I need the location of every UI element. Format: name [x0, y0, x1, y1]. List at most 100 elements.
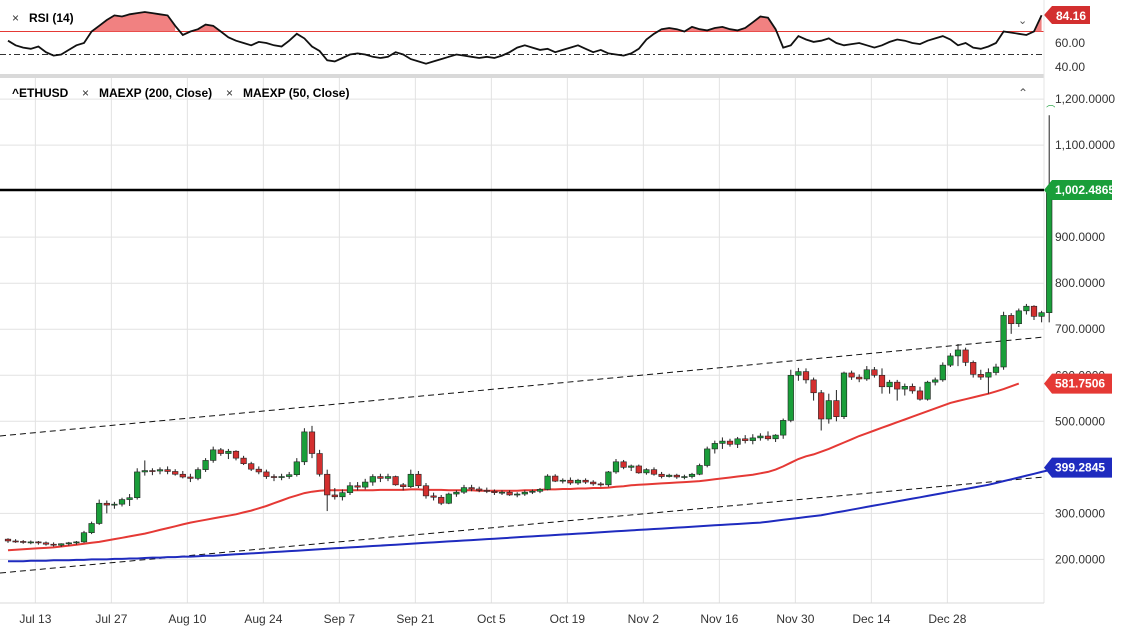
candle[interactable]: [719, 437, 726, 449]
candle[interactable]: [498, 490, 506, 495]
candle[interactable]: [415, 471, 422, 489]
candle[interactable]: [134, 468, 141, 500]
candle[interactable]: [810, 377, 817, 401]
candle[interactable]: [992, 363, 1000, 376]
candle[interactable]: [156, 467, 164, 475]
candle[interactable]: [552, 474, 559, 483]
candle[interactable]: [704, 446, 711, 468]
rsi-line[interactable]: [7, 11, 1043, 65]
candle[interactable]: [339, 489, 346, 501]
candle[interactable]: [749, 434, 756, 445]
candle[interactable]: [240, 455, 247, 466]
candle[interactable]: [468, 484, 475, 492]
candle[interactable]: [818, 390, 825, 431]
candle[interactable]: [346, 482, 354, 495]
candle[interactable]: [316, 449, 323, 477]
legend-ema50-remove-icon[interactable]: ×: [226, 86, 233, 100]
candle[interactable]: [96, 499, 103, 525]
candle[interactable]: [149, 468, 156, 476]
candle[interactable]: [453, 490, 460, 497]
candle[interactable]: [574, 478, 582, 485]
candle[interactable]: [848, 370, 855, 380]
candle[interactable]: [400, 482, 407, 491]
candle[interactable]: [681, 474, 688, 480]
candle[interactable]: [225, 448, 232, 460]
candle[interactable]: [840, 371, 848, 420]
candle[interactable]: [894, 379, 901, 401]
candle[interactable]: [529, 489, 536, 495]
candle[interactable]: [141, 460, 148, 476]
rsi-collapse-icon[interactable]: ⌄: [1018, 15, 1027, 27]
candle[interactable]: [187, 473, 194, 483]
candle[interactable]: [80, 530, 88, 543]
rsi-remove-icon[interactable]: ×: [12, 11, 19, 25]
candle[interactable]: [628, 464, 635, 472]
candle[interactable]: [4, 538, 12, 543]
trend-channel-line[interactable]: [0, 336, 1045, 437]
candle[interactable]: [590, 480, 597, 486]
candle[interactable]: [179, 471, 186, 479]
candle[interactable]: [780, 418, 787, 439]
candle[interactable]: [947, 353, 954, 367]
candle[interactable]: [438, 494, 445, 506]
candle[interactable]: [407, 469, 414, 489]
main-collapse-icon[interactable]: ⌃: [1018, 86, 1028, 100]
candle[interactable]: [742, 435, 749, 444]
candle[interactable]: [430, 492, 437, 501]
candle[interactable]: [255, 466, 262, 475]
candle[interactable]: [362, 478, 369, 490]
candle[interactable]: [916, 386, 924, 401]
candle[interactable]: [293, 458, 300, 477]
candle[interactable]: [65, 541, 72, 546]
candle[interactable]: [650, 467, 658, 476]
candle[interactable]: [445, 492, 452, 505]
candle[interactable]: [962, 347, 969, 367]
candle[interactable]: [202, 458, 209, 472]
candle[interactable]: [1023, 303, 1030, 315]
rsi-panel[interactable]: × RSI (14) ⌄ 60.00 40.00 84.16: [0, 0, 1090, 78]
candle[interactable]: [384, 473, 392, 482]
candle[interactable]: [301, 428, 308, 466]
ema50-line[interactable]: [7, 382, 1020, 552]
candle[interactable]: [210, 446, 217, 463]
candle[interactable]: [1000, 311, 1007, 370]
candle[interactable]: [232, 450, 240, 461]
candle[interactable]: [582, 478, 589, 484]
candle[interactable]: [833, 390, 840, 422]
candle[interactable]: [559, 478, 566, 484]
candle[interactable]: [50, 542, 57, 547]
candle[interactable]: [164, 466, 171, 475]
candle[interactable]: [696, 463, 703, 476]
candle[interactable]: [673, 473, 680, 479]
candle[interactable]: [460, 484, 468, 495]
candle[interactable]: [88, 521, 95, 535]
candle[interactable]: [901, 383, 908, 396]
candle[interactable]: [787, 369, 794, 423]
date-axis[interactable]: Jul 13 Jul 27 Aug 10 Aug 24 Sep 7 Sep 21 Oct 5…: [0, 602, 1044, 636]
candle[interactable]: [126, 494, 133, 507]
candle[interactable]: [924, 380, 931, 401]
candle[interactable]: [270, 474, 278, 482]
candle[interactable]: [20, 540, 27, 544]
candle[interactable]: [597, 482, 604, 487]
ema200-line[interactable]: [8, 466, 1058, 563]
candle[interactable]: [643, 468, 650, 475]
candle[interactable]: [27, 540, 34, 545]
candle[interactable]: [263, 469, 270, 479]
legend-ema200-remove-icon[interactable]: ×: [82, 86, 89, 100]
candle[interactable]: [12, 539, 19, 543]
price-panel[interactable]: 1,200.0000 1,100.0000 900.0000 800.0000 700.…: [0, 78, 1115, 603]
candle[interactable]: [764, 431, 772, 441]
candle[interactable]: [172, 469, 179, 476]
candle[interactable]: [194, 467, 202, 481]
candle[interactable]: [734, 436, 741, 449]
candle[interactable]: [35, 540, 42, 545]
candle[interactable]: [111, 501, 118, 509]
candle[interactable]: [324, 469, 331, 512]
candle[interactable]: [772, 434, 779, 443]
candle[interactable]: [658, 471, 665, 479]
candle[interactable]: [286, 471, 293, 479]
candle[interactable]: [278, 473, 285, 481]
candle[interactable]: [726, 438, 734, 447]
